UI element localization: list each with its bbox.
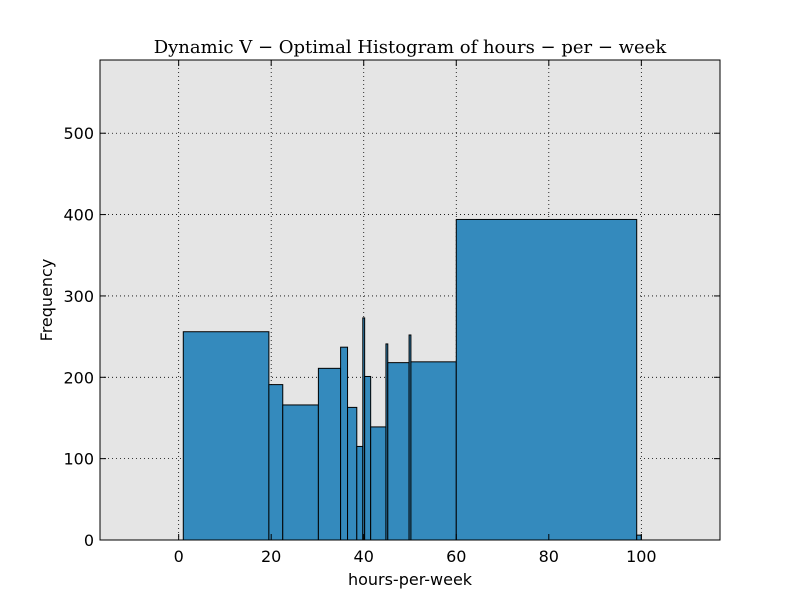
histogram-bar (317, 367, 342, 541)
x-axis-label: hours-per-week (348, 570, 473, 589)
histogram-bars (182, 218, 642, 541)
x-tick-label: 0 (174, 547, 184, 566)
x-tick-label: 60 (446, 547, 466, 566)
chart-title: Dynamic V − Optimal Histogram of hours −… (154, 37, 668, 58)
histogram-bar (410, 361, 457, 541)
y-tick-label: 300 (63, 287, 94, 306)
x-tick-label: 80 (539, 547, 559, 566)
histogram-bar (282, 404, 319, 541)
y-tick-label: 400 (63, 206, 94, 225)
y-tick-label: 0 (84, 531, 94, 550)
x-tick-label: 40 (354, 547, 374, 566)
histogram-bar (347, 406, 358, 541)
histogram-bar (182, 331, 270, 541)
plot-frame (99, 59, 721, 541)
histogram-bar (268, 384, 284, 541)
histogram-bar (364, 375, 372, 541)
histogram-bar (340, 346, 349, 541)
x-tick-label: 20 (261, 547, 281, 566)
axis-ticks: 0 20 40 60 80 100 0 100 200 300 400 500 (63, 60, 720, 566)
histogram-bar (455, 218, 638, 541)
histogram-bar (370, 426, 387, 541)
y-axis-label: Frequency (37, 259, 56, 342)
histogram-bar (356, 445, 364, 541)
y-tick-label: 100 (63, 450, 94, 469)
y-tick-label: 200 (63, 368, 94, 387)
histogram-bar (636, 534, 642, 541)
histogram-bar (387, 362, 410, 541)
x-tick-label: 100 (626, 547, 657, 566)
y-tick-label: 500 (63, 124, 94, 143)
